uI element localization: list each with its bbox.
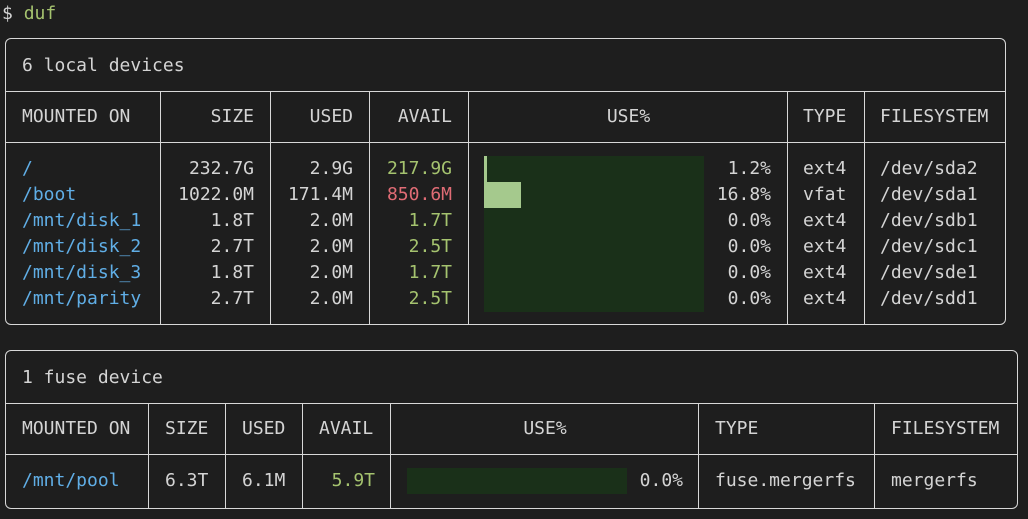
filesystem-value: mergerfs	[891, 470, 978, 491]
use-percent-value: 0.0%	[639, 470, 683, 491]
header-mounted-on: MOUNTED ON	[22, 418, 131, 439]
header-filesystem: FILESYSTEM	[880, 106, 989, 127]
size-value: 1022.0M	[178, 184, 254, 205]
mount-point: /mnt/disk_2	[22, 236, 142, 257]
type-value: fuse.mergerfs	[715, 470, 856, 491]
filesystem-value: /dev/sde1	[880, 262, 978, 283]
filesystem-value: /dev/sda1	[880, 184, 978, 205]
size-value: 232.7G	[188, 158, 254, 179]
usage-bar-fill	[484, 182, 521, 208]
used-value: 2.0M	[309, 236, 353, 257]
mount-point: /	[22, 158, 33, 179]
used-value: 2.9G	[309, 158, 353, 179]
filesystem-value: /dev/sdd1	[880, 288, 978, 309]
used-value: 171.4M	[287, 184, 353, 205]
mount-point: /mnt/parity	[22, 288, 142, 309]
type-value: ext4	[803, 210, 847, 231]
column-divider	[787, 91, 788, 324]
used-value: 2.0M	[309, 262, 353, 283]
filesystem-value: /dev/sdb1	[880, 210, 978, 231]
filesystem-value: /dev/sda2	[880, 158, 978, 179]
column-divider	[390, 403, 391, 508]
used-value: 6.1M	[242, 470, 286, 491]
table-divider	[6, 142, 1005, 143]
header-use-pct: USE%	[606, 106, 651, 127]
column-divider	[270, 91, 271, 324]
prompt-command: duf	[23, 3, 57, 24]
type-value: ext4	[803, 236, 847, 257]
header-filesystem: FILESYSTEM	[891, 418, 1000, 439]
shell-prompt: $ duf	[2, 2, 56, 26]
header-avail: AVAIL	[319, 418, 374, 439]
column-divider	[698, 403, 699, 508]
table-title: 6 local devices	[22, 55, 185, 76]
use-percent-value: 16.8%	[716, 184, 771, 205]
type-value: ext4	[803, 288, 847, 309]
avail-value: 217.9G	[386, 158, 452, 179]
used-value: 2.0M	[309, 210, 353, 231]
type-value: vfat	[803, 184, 847, 205]
column-divider	[148, 403, 149, 508]
fuse-devices-table: 1 fuse device MOUNTED ON SIZE USED AVAIL…	[5, 350, 1018, 509]
column-divider	[369, 91, 370, 324]
usage-bar-fill	[484, 156, 487, 182]
local-devices-table: 6 local devices MOUNTED ON SIZE USED AVA…	[5, 38, 1006, 325]
column-divider	[160, 91, 161, 324]
column-divider	[302, 403, 303, 508]
usage-bar-track	[484, 156, 704, 312]
use-percent-value: 1.2%	[727, 158, 771, 179]
table-divider	[6, 403, 1017, 404]
prompt-symbol: $	[2, 3, 13, 24]
use-percent-value: 0.0%	[727, 288, 771, 309]
filesystem-value: /dev/sdc1	[880, 236, 978, 257]
column-divider	[468, 91, 469, 324]
use-percent-value: 0.0%	[727, 236, 771, 257]
avail-value: 5.9T	[331, 470, 375, 491]
avail-value: 1.7T	[408, 262, 452, 283]
column-divider	[225, 403, 226, 508]
header-avail: AVAIL	[397, 106, 452, 127]
header-size: SIZE	[165, 418, 209, 439]
header-used: USED	[309, 106, 353, 127]
column-divider	[874, 403, 875, 508]
column-divider	[864, 91, 865, 324]
usage-bar	[407, 468, 627, 494]
header-type: TYPE	[715, 418, 759, 439]
size-value: 2.7T	[210, 236, 254, 257]
mount-point: /mnt/pool	[22, 470, 120, 491]
table-divider	[6, 91, 1005, 92]
size-value: 2.7T	[210, 288, 254, 309]
size-value: 1.8T	[210, 262, 254, 283]
type-value: ext4	[803, 158, 847, 179]
header-used: USED	[242, 418, 286, 439]
use-percent-value: 0.0%	[727, 210, 771, 231]
table-divider	[6, 454, 1017, 455]
size-value: 6.3T	[165, 470, 209, 491]
avail-value: 1.7T	[408, 210, 452, 231]
use-percent-value: 0.0%	[727, 262, 771, 283]
size-value: 1.8T	[210, 210, 254, 231]
mount-point: /mnt/disk_3	[22, 262, 142, 283]
header-mounted-on: MOUNTED ON	[22, 106, 131, 127]
mount-point: /boot	[22, 184, 77, 205]
avail-value: 2.5T	[408, 236, 452, 257]
header-size: SIZE	[210, 106, 254, 127]
avail-value: 2.5T	[408, 288, 452, 309]
used-value: 2.0M	[309, 288, 353, 309]
mount-point: /mnt/disk_1	[22, 210, 142, 231]
header-type: TYPE	[803, 106, 847, 127]
avail-value: 850.6M	[386, 184, 452, 205]
header-use-pct: USE%	[523, 418, 567, 439]
type-value: ext4	[803, 262, 847, 283]
table-title: 1 fuse device	[22, 367, 163, 388]
